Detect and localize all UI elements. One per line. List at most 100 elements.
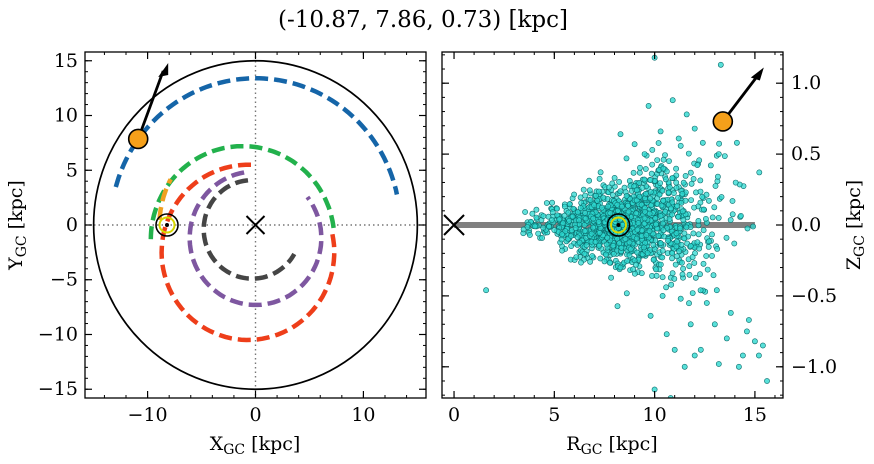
star-point (590, 224, 597, 231)
star-point (657, 180, 663, 186)
star-point (689, 290, 696, 296)
star-point (675, 194, 681, 201)
star-point (746, 317, 752, 323)
star-point (560, 220, 566, 226)
spiral-arm-5 (187, 170, 324, 308)
star-point (611, 174, 618, 181)
star-point (589, 253, 596, 259)
star-point (744, 328, 750, 335)
star-point (645, 103, 652, 109)
star-point (679, 190, 686, 197)
star-point (665, 189, 672, 196)
star-point (691, 204, 697, 211)
star-point (606, 184, 612, 191)
star-point (656, 191, 663, 198)
star-point (650, 256, 657, 263)
star-point (691, 260, 698, 266)
star-point (596, 175, 603, 182)
star-point (609, 180, 616, 187)
star-point (677, 142, 684, 149)
star-point (727, 217, 734, 223)
star-point (571, 191, 577, 198)
star-point (699, 139, 706, 146)
star-point (669, 211, 675, 218)
star-point (644, 250, 651, 256)
star-point (583, 242, 590, 249)
star-point (690, 175, 697, 182)
star-point (694, 239, 701, 246)
star-point (723, 335, 730, 342)
star-point (659, 292, 666, 299)
right-x-axis-label: RGC [kpc] (566, 433, 657, 458)
star-point (692, 274, 699, 281)
star-point (618, 244, 625, 251)
star-point (660, 165, 667, 172)
star-point (652, 215, 659, 222)
star-point (718, 194, 725, 200)
star-point (723, 234, 730, 241)
star-point (681, 235, 688, 242)
star-point (646, 228, 653, 235)
star-point (717, 61, 724, 68)
star-point (690, 230, 697, 237)
star-point (709, 231, 715, 238)
star-point (703, 300, 710, 306)
star-point (662, 208, 669, 215)
star-point (522, 209, 528, 215)
star-point (697, 188, 704, 195)
star-point (606, 259, 613, 266)
left-y-tick-label: −10 (38, 323, 78, 345)
star-point (694, 162, 701, 168)
left-y-tick-label: −5 (50, 269, 78, 291)
star-point (586, 187, 593, 194)
star-point (683, 224, 690, 231)
right-y-tick-label: 1.0 (791, 72, 821, 94)
star-point (597, 169, 604, 176)
star-point (533, 206, 540, 213)
star-point (700, 260, 707, 267)
star-point (691, 352, 698, 359)
right-plot-area (443, 54, 770, 398)
star-point (647, 189, 654, 195)
star-point (686, 263, 693, 270)
star-point (657, 240, 664, 247)
star-point (581, 228, 588, 234)
star-point (665, 237, 671, 244)
star-point (674, 253, 680, 260)
star-point (617, 264, 624, 271)
star-point (673, 165, 679, 172)
star-point (666, 184, 673, 191)
star-point (731, 240, 738, 247)
sun-marker-inner (158, 216, 176, 234)
sun-marker-inner (610, 216, 628, 234)
star-point (687, 169, 694, 176)
star-point (655, 232, 662, 239)
star-point (659, 254, 666, 261)
star-point (535, 230, 542, 237)
star-point (578, 259, 584, 266)
star-point (619, 221, 626, 228)
left-x-tick-label: −10 (128, 404, 168, 426)
star-point (697, 287, 704, 294)
star-point (685, 150, 692, 157)
star-point (566, 217, 573, 224)
star-point (595, 218, 602, 225)
right-x-tick-label: 10 (643, 404, 667, 426)
star-point (603, 241, 610, 248)
star-point (744, 225, 751, 232)
star-point (706, 238, 712, 245)
star-point (614, 207, 621, 214)
star-point (711, 321, 718, 328)
spiral-arm-1 (113, 76, 400, 195)
star-point (566, 201, 573, 208)
star-point (654, 157, 661, 163)
star-point (608, 274, 614, 281)
star-point (691, 125, 698, 132)
star-point (642, 166, 649, 172)
star-point (631, 141, 638, 148)
star-point (586, 177, 592, 184)
star-point (576, 239, 583, 246)
star-point (559, 247, 565, 254)
star-point (610, 250, 617, 257)
star-point (483, 287, 489, 294)
